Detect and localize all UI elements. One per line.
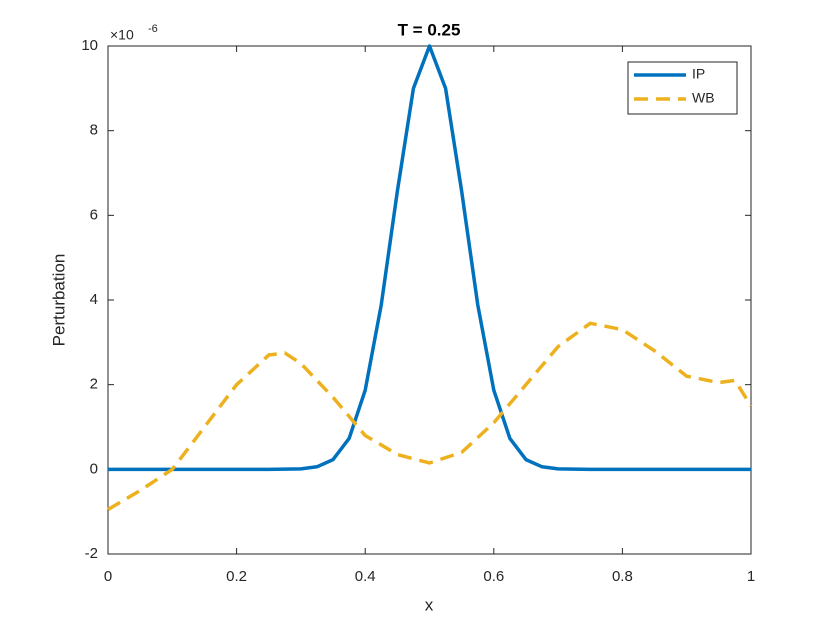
y-multiplier-exponent: -6: [148, 23, 158, 35]
x-tick-label: 0.4: [355, 568, 376, 585]
y-tick-label: 0: [90, 460, 98, 477]
y-tick-label: 8: [90, 122, 98, 139]
chart-title: T = 0.25: [398, 20, 461, 39]
legend-label: WB: [692, 90, 715, 106]
y-multiplier-base: ×10: [110, 27, 134, 43]
y-tick-label: 10: [81, 37, 98, 54]
x-tick-label: 0.2: [226, 568, 247, 585]
legend-box: [627, 61, 738, 115]
y-tick-label: 2: [90, 376, 98, 393]
y-axis-label: Perturbation: [49, 254, 68, 347]
x-tick-label: 0.6: [483, 568, 504, 585]
x-tick-label: 0: [104, 568, 112, 585]
y-tick-label: -2: [85, 545, 98, 562]
y-tick-label: 6: [90, 206, 98, 223]
x-axis-label: x: [425, 595, 434, 614]
x-tick-label: 1: [747, 568, 755, 585]
line-series: [107, 321, 753, 512]
y-tick-label: 4: [90, 291, 98, 308]
legend-label: IP: [692, 66, 705, 82]
line-series: [108, 44, 751, 472]
x-tick-label: 0.8: [612, 568, 633, 585]
